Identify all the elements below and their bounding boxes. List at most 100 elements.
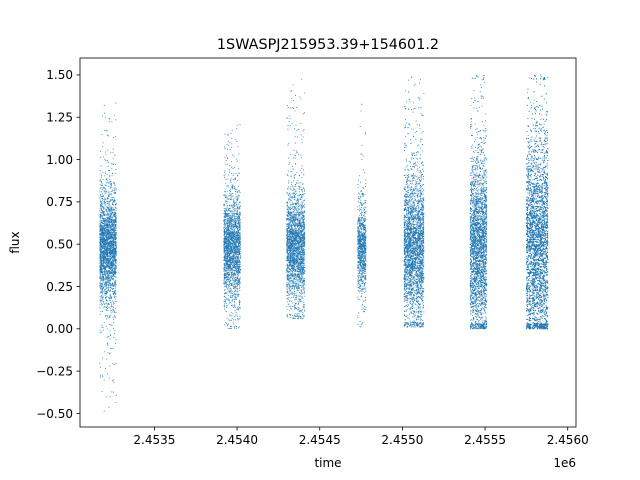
data-point <box>104 286 106 288</box>
data-point <box>234 267 236 269</box>
data-point <box>231 146 233 148</box>
data-point <box>227 327 229 329</box>
data-point <box>230 260 232 262</box>
data-point <box>100 173 102 175</box>
data-point <box>106 300 108 302</box>
data-point <box>103 268 105 270</box>
data-point <box>110 193 112 195</box>
data-point <box>100 280 102 282</box>
data-point <box>115 188 117 190</box>
data-point <box>114 263 116 265</box>
data-point <box>112 268 114 270</box>
data-point <box>106 246 108 248</box>
data-point <box>235 251 237 253</box>
data-point <box>109 297 111 299</box>
data-point <box>99 257 101 259</box>
data-point <box>108 306 110 309</box>
data-point <box>101 248 103 250</box>
data-point <box>224 230 226 232</box>
data-point <box>235 241 237 243</box>
data-point <box>224 157 226 159</box>
data-point <box>239 221 241 223</box>
data-point <box>236 245 239 248</box>
data-point <box>225 321 227 323</box>
data-point <box>236 308 238 310</box>
data-point <box>226 259 228 261</box>
data-point <box>100 246 103 248</box>
data-point <box>236 212 238 214</box>
data-point <box>101 260 103 262</box>
data-point <box>100 267 102 269</box>
data-point <box>105 153 107 155</box>
data-point <box>99 241 101 243</box>
data-point <box>228 280 230 283</box>
data-point <box>99 239 101 241</box>
data-point <box>105 218 107 220</box>
data-point <box>99 362 101 365</box>
data-point <box>100 178 102 180</box>
data-point <box>100 231 102 233</box>
data-point <box>231 271 233 273</box>
data-point <box>228 251 230 253</box>
data-point <box>231 210 233 212</box>
data-point <box>106 336 108 338</box>
data-point <box>104 213 106 215</box>
data-point <box>109 284 111 287</box>
data-point <box>110 334 112 336</box>
data-point <box>107 165 109 167</box>
data-point <box>110 312 112 314</box>
data-point <box>100 227 102 229</box>
data-point <box>103 302 105 304</box>
data-point <box>237 283 239 285</box>
data-point <box>230 215 232 217</box>
data-point <box>235 247 237 249</box>
data-point <box>227 240 229 242</box>
data-point <box>228 253 230 255</box>
data-point <box>227 250 229 252</box>
data-point <box>226 251 228 253</box>
data-point <box>99 223 101 225</box>
data-point <box>106 255 108 257</box>
data-point <box>102 223 104 225</box>
data-point <box>111 197 113 199</box>
data-point <box>114 214 116 216</box>
data-point <box>223 174 225 176</box>
data-point <box>111 287 113 289</box>
data-point <box>239 254 241 256</box>
data-point <box>114 283 116 285</box>
data-point <box>229 237 231 239</box>
data-point <box>239 242 241 244</box>
data-point <box>100 262 103 265</box>
data-point <box>114 235 116 238</box>
data-point <box>112 284 114 287</box>
data-point <box>114 273 116 275</box>
data-point <box>101 282 103 284</box>
data-point <box>104 269 106 271</box>
data-point <box>111 194 113 196</box>
data-point <box>107 230 109 233</box>
data-point <box>107 270 109 272</box>
data-point <box>104 112 106 114</box>
data-point <box>227 133 230 135</box>
data-point <box>114 289 116 292</box>
data-point <box>111 238 113 240</box>
data-point <box>232 281 234 283</box>
data-point <box>105 151 107 153</box>
data-point <box>235 250 237 252</box>
data-point <box>115 265 117 267</box>
data-point <box>107 277 109 279</box>
data-point <box>110 314 112 316</box>
data-point <box>227 219 230 221</box>
data-point <box>230 217 233 219</box>
data-point <box>233 231 236 233</box>
data-point <box>103 104 105 106</box>
data-point <box>229 271 231 273</box>
data-point <box>106 249 108 251</box>
data-point <box>108 279 111 282</box>
data-point <box>101 285 103 288</box>
data-point <box>100 233 102 235</box>
data-point <box>227 257 229 259</box>
data-point <box>239 268 241 270</box>
data-point <box>113 221 115 223</box>
data-point <box>107 202 109 204</box>
